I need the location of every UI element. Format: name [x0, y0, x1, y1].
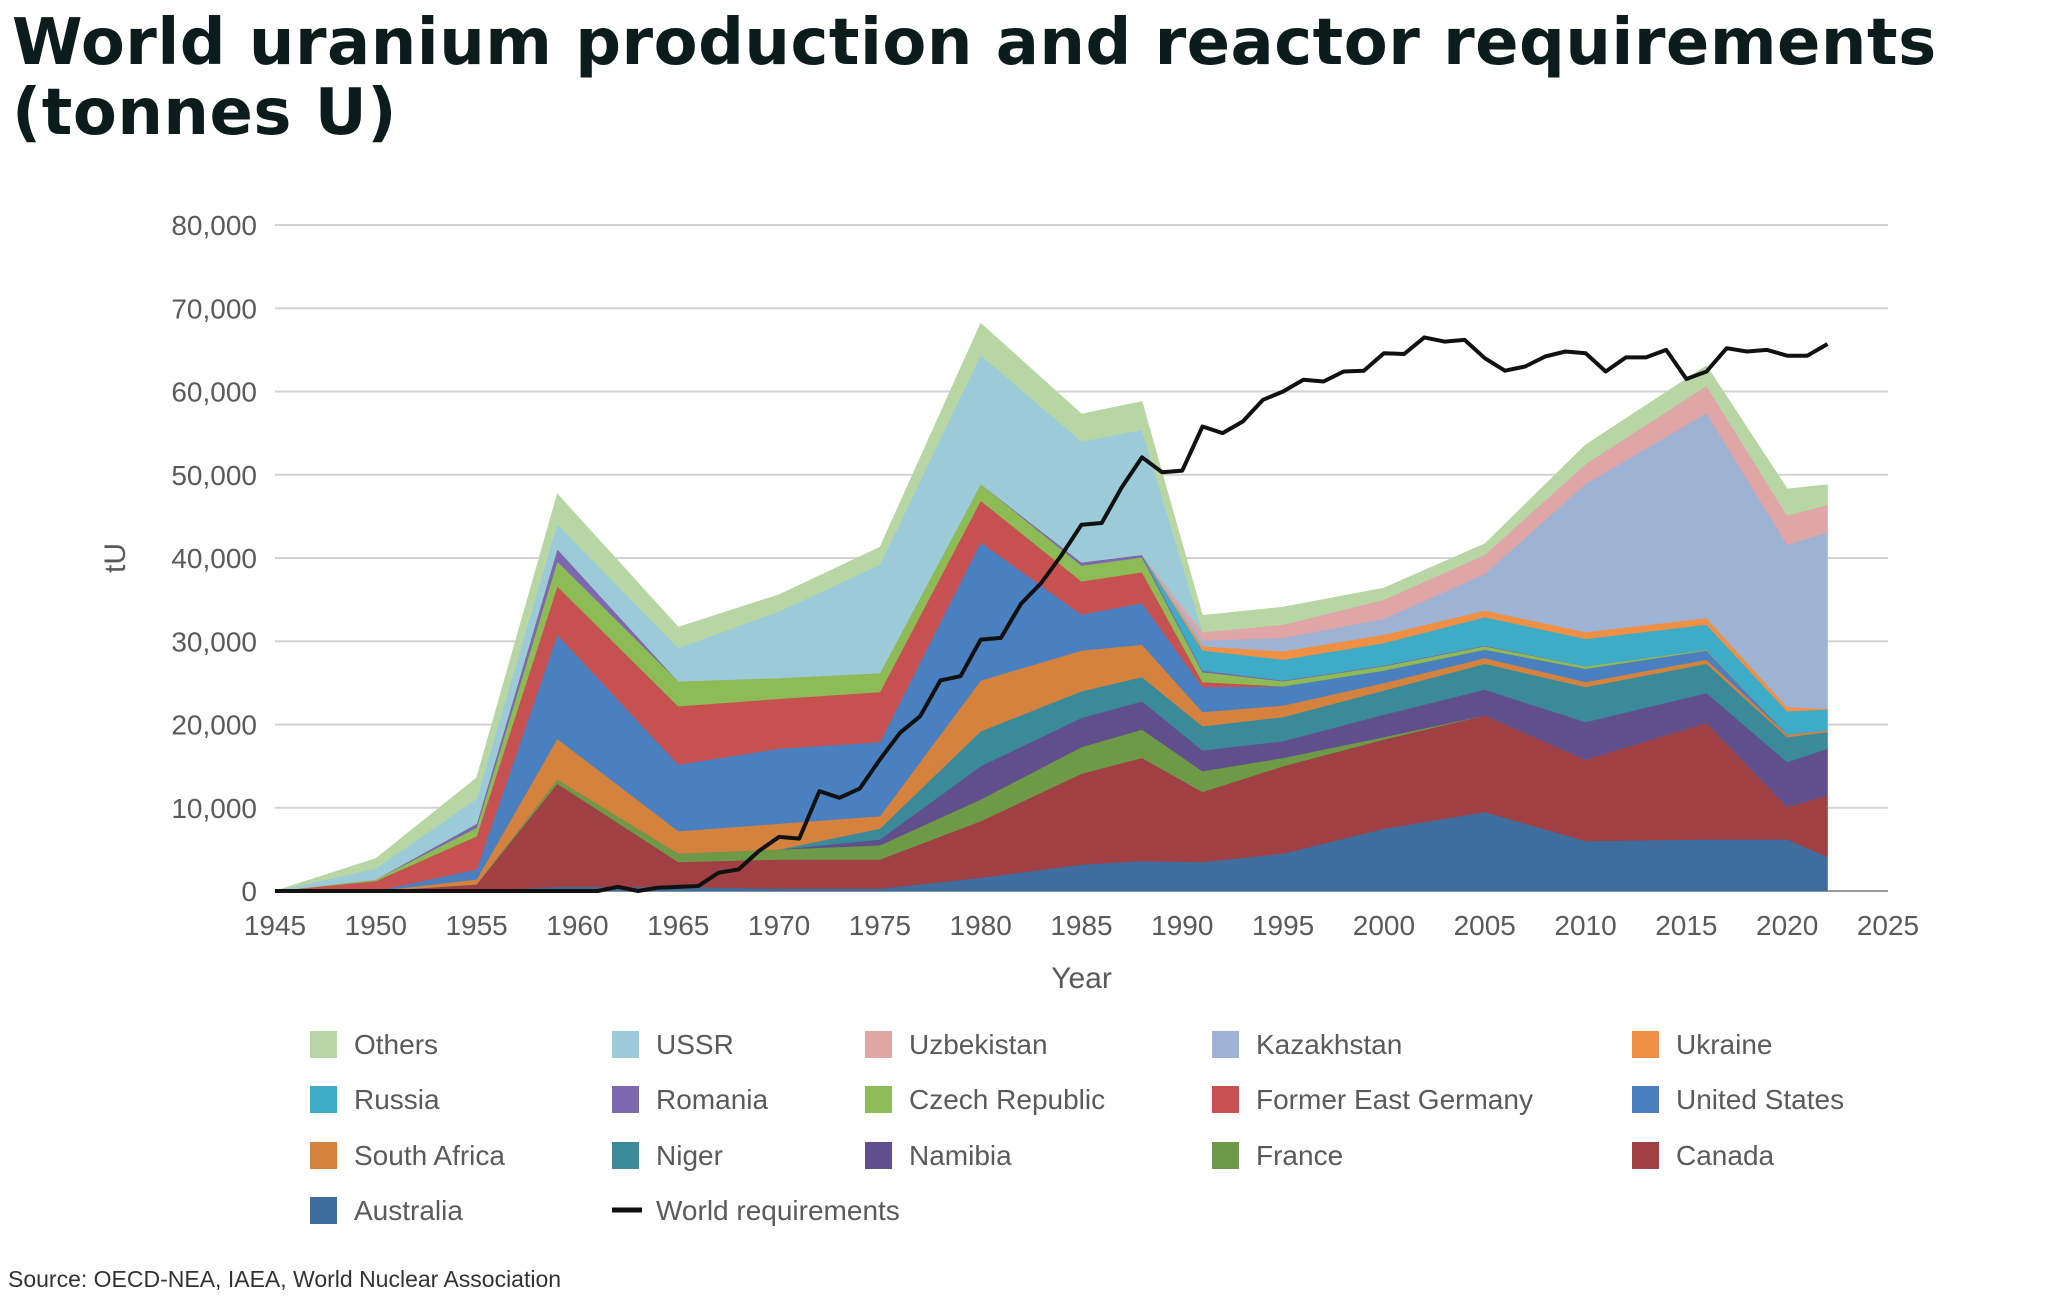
x-tick-label: 1965 [647, 910, 709, 941]
legend-swatch [612, 1142, 639, 1169]
legend-label: Australia [354, 1195, 463, 1226]
legend-label: Namibia [909, 1140, 1012, 1171]
x-axis-label: Year [1051, 962, 1112, 995]
legend-swatch [310, 1031, 337, 1058]
legend-label: Canada [1676, 1140, 1775, 1171]
x-tick-label: 1960 [546, 910, 608, 941]
legend-swatch [310, 1142, 337, 1169]
legend-item-kazakhstan: Kazakhstan [1212, 1029, 1402, 1060]
legend-label: Others [354, 1029, 438, 1060]
legend-swatch [612, 1031, 639, 1058]
x-tick-label: 1980 [950, 910, 1012, 941]
source-note: Source: OECD-NEA, IAEA, World Nuclear As… [8, 1266, 562, 1292]
legend-swatch [865, 1031, 892, 1058]
legend-swatch [865, 1086, 892, 1113]
x-tick-label: 1950 [345, 910, 407, 941]
legend-item-niger: Niger [612, 1140, 723, 1171]
legend-label: South Africa [354, 1140, 505, 1171]
y-tick-label: 10,000 [171, 793, 257, 824]
legend-swatch [1212, 1142, 1239, 1169]
legend-swatch [310, 1086, 337, 1113]
chart-title-line-2: (tonnes U) [12, 76, 397, 150]
x-tick-label: 2015 [1655, 910, 1717, 941]
x-tick-label: 2000 [1353, 910, 1415, 941]
legend-label: Niger [656, 1140, 723, 1171]
x-tick-label: 2025 [1857, 910, 1919, 941]
legend-item-south-africa: South Africa [310, 1140, 505, 1171]
x-tick-label: 1975 [849, 910, 911, 941]
x-tick-label: 1970 [748, 910, 810, 941]
legend-swatch [1632, 1031, 1659, 1058]
axes: 0 10,000 20,000 30,000 40,000 50,000 60,000 70,… [99, 210, 1919, 995]
legend-label: Uzbekistan [909, 1029, 1048, 1060]
legend-swatch [1212, 1086, 1239, 1113]
legend-item-ukraine: Ukraine [1632, 1029, 1772, 1060]
legend-item-former-east-germany: Former East Germany [1212, 1084, 1533, 1115]
x-tick-label: 2010 [1554, 910, 1616, 941]
chart-title-line-1: World uranium production and reactor req… [12, 6, 1937, 80]
legend-label: Former East Germany [1256, 1084, 1533, 1115]
legend-label: France [1256, 1140, 1343, 1171]
legend-label: United States [1676, 1084, 1844, 1115]
legend-label: Czech Republic [909, 1084, 1105, 1115]
legend-label: World requirements [656, 1195, 900, 1226]
legend-label: Kazakhstan [1256, 1029, 1402, 1060]
chart-title: World uranium production and reactor req… [12, 8, 2042, 148]
legend-item-russia: Russia [310, 1084, 440, 1115]
stacked-areas [274, 322, 1828, 892]
legend-item-others: Others [310, 1029, 438, 1060]
legend-item-romania: Romania [612, 1084, 768, 1115]
legend-swatch [612, 1086, 639, 1113]
x-tick-label: 1985 [1050, 910, 1112, 941]
y-axis-label: tU [99, 543, 132, 573]
y-tick-label: 40,000 [171, 543, 257, 574]
y-tick-label: 30,000 [171, 626, 257, 657]
legend-swatch [1632, 1142, 1659, 1169]
x-tick-label: 1945 [244, 910, 306, 941]
legend-label: Russia [354, 1084, 440, 1115]
legend-item-czech-republic: Czech Republic [865, 1084, 1105, 1115]
y-tick-label: 80,000 [171, 210, 257, 241]
y-tick-label: 50,000 [171, 460, 257, 491]
legend-swatch [1212, 1031, 1239, 1058]
legend-swatch [310, 1197, 337, 1224]
legend-swatch [865, 1142, 892, 1169]
y-tick-label: 60,000 [171, 377, 257, 408]
x-tick-label: 2020 [1756, 910, 1818, 941]
x-tick-label: 1990 [1151, 910, 1213, 941]
legend-item-ussr: USSR [612, 1029, 734, 1060]
legend-label: USSR [656, 1029, 734, 1060]
legend-item-world-requirements: World requirements [612, 1195, 900, 1226]
legend-label: Ukraine [1676, 1029, 1772, 1060]
legend-item-france: France [1212, 1140, 1343, 1171]
legend-item-australia: Australia [310, 1195, 463, 1226]
area-others [274, 322, 1828, 892]
legend-item-uzbekistan: Uzbekistan [865, 1029, 1048, 1060]
legend-item-namibia: Namibia [865, 1140, 1012, 1171]
y-tick-label: 20,000 [171, 710, 257, 741]
legend-swatch [1632, 1086, 1659, 1113]
line-world-requirements [275, 335, 1829, 893]
legend-item-canada: Canada [1632, 1140, 1775, 1171]
legend-label: Romania [656, 1084, 768, 1115]
legend: Others USSR Uzbekistan Kazakhstan Ukraine Rus… [310, 1029, 1844, 1226]
y-tick-label: 0 [241, 876, 257, 907]
world-requirements-series [275, 335, 1829, 893]
x-tick-label: 1995 [1252, 910, 1314, 941]
x-tick-label: 2005 [1454, 910, 1516, 941]
y-tick-label: 70,000 [171, 293, 257, 324]
legend-item-united-states: United States [1632, 1084, 1844, 1115]
x-tick-label: 1955 [445, 910, 507, 941]
